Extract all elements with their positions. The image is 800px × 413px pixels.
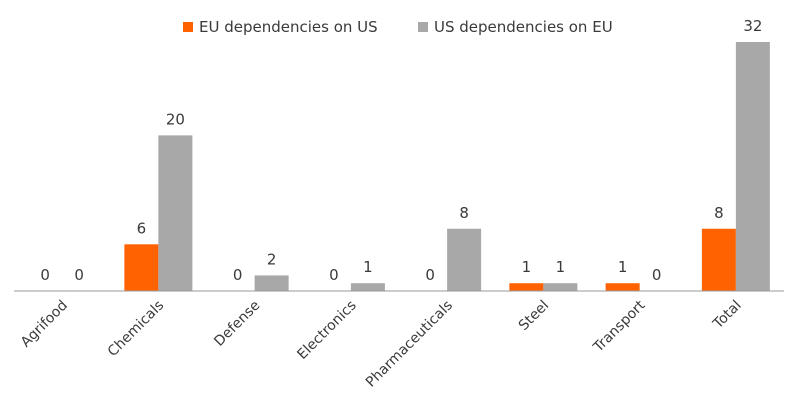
legend-label-eu-on-us: EU dependencies on US: [199, 18, 378, 36]
bar-chemicals-series-1: [158, 135, 193, 291]
data-label-steel-series-1: 1: [556, 258, 566, 276]
legend: EU dependencies on US US dependencies on…: [183, 18, 613, 36]
bar-pharmaceuticals-series-1: [447, 228, 482, 291]
x-tick-label-agrifood: Agrifood: [18, 298, 71, 351]
bar-total-series-0: [701, 228, 736, 291]
data-label-pharmaceuticals-series-1: 8: [459, 204, 469, 222]
legend-swatch-us-on-eu: [418, 22, 428, 32]
legend-swatch-eu-on-us: [183, 22, 193, 32]
bar-electronics-series-1: [350, 283, 385, 291]
x-tick-label-chemicals: Chemicals: [105, 298, 167, 360]
bar-chemicals-series-0: [124, 244, 159, 291]
bar-defense-series-1: [254, 275, 289, 291]
data-label-chemicals-series-1: 20: [166, 110, 185, 128]
bar-steel-series-0: [509, 283, 544, 291]
data-label-transport-series-0: 1: [618, 258, 628, 276]
x-tick-label-defense: Defense: [211, 298, 263, 350]
data-label-total-series-1: 32: [743, 17, 762, 35]
bar-transport-series-0: [605, 283, 640, 291]
data-label-total-series-0: 8: [714, 204, 724, 222]
bar-total-series-1: [735, 42, 770, 291]
bar-steel-series-1: [543, 283, 578, 291]
data-label-chemicals-series-0: 6: [137, 219, 147, 237]
x-tick-label-steel: Steel: [516, 298, 552, 334]
data-label-pharmaceuticals-series-0: 0: [425, 266, 435, 284]
data-label-transport-series-1: 0: [652, 266, 662, 284]
legend-label-us-on-eu: US dependencies on EU: [434, 18, 613, 36]
data-label-defense-series-1: 2: [267, 250, 277, 268]
data-label-agrifood-series-0: 0: [40, 266, 50, 284]
x-tick-label-electronics: Electronics: [294, 298, 359, 363]
x-tick-label-pharmaceuticals: Pharmaceuticals: [363, 298, 456, 391]
x-tick-label-total: Total: [710, 298, 745, 333]
data-label-electronics-series-0: 0: [329, 266, 339, 284]
data-label-agrifood-series-1: 0: [74, 266, 84, 284]
x-tick-labels: Agrifood Chemicals Defense Electronics Pharm…: [18, 297, 745, 390]
data-label-electronics-series-1: 1: [363, 258, 373, 276]
data-label-defense-series-0: 0: [233, 266, 243, 284]
data-label-steel-series-0: 1: [522, 258, 532, 276]
x-tick-label-transport: Transport: [590, 297, 649, 356]
